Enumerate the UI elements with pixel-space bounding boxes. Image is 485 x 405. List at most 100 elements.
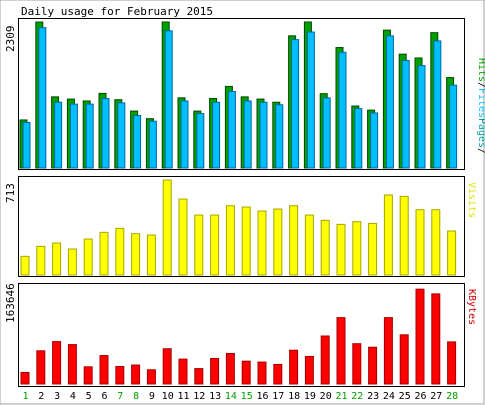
files-bar-day-20 bbox=[322, 97, 331, 169]
kbytes-bar-day-8 bbox=[131, 364, 141, 385]
visits-bar-day-16 bbox=[257, 210, 267, 276]
day-label-5: 5 bbox=[86, 391, 92, 402]
kbytes-bar-day-21 bbox=[336, 317, 346, 385]
files-bar-day-7 bbox=[117, 102, 126, 169]
visits-bar-day-23 bbox=[368, 222, 378, 276]
visits-bar-day-14 bbox=[225, 205, 235, 276]
kbytes-bar-day-27 bbox=[431, 293, 441, 385]
visits-bar-day-20 bbox=[320, 219, 330, 276]
visits-bar-day-19 bbox=[304, 214, 314, 276]
files-bar-day-19 bbox=[306, 31, 315, 169]
files-bar-day-15 bbox=[243, 100, 252, 169]
day-label-8: 8 bbox=[133, 391, 139, 402]
visits-bar-day-8 bbox=[131, 233, 141, 276]
files-bar-day-4 bbox=[69, 103, 78, 169]
visits-bar-day-11 bbox=[178, 198, 188, 276]
day-label-25: 25 bbox=[399, 391, 411, 402]
kbytes-bar-day-10 bbox=[162, 348, 172, 385]
files-bar-day-22 bbox=[354, 108, 363, 169]
visits-bar-day-6 bbox=[99, 231, 109, 276]
visits-bar-day-17 bbox=[273, 208, 283, 276]
kbytes-bar-day-6 bbox=[99, 355, 109, 385]
kbytes-bar-day-19 bbox=[304, 355, 314, 385]
day-label-20: 20 bbox=[320, 391, 332, 402]
day-label-19: 19 bbox=[304, 391, 316, 402]
visits-bar-day-12 bbox=[194, 214, 204, 276]
kbytes-bar-day-15 bbox=[241, 360, 251, 385]
files-bar-day-8 bbox=[133, 115, 142, 169]
day-label-11: 11 bbox=[177, 391, 189, 402]
legend-pages: Pages bbox=[476, 118, 485, 148]
visits-bar-day-5 bbox=[83, 238, 93, 276]
kbytes-bar-day-2 bbox=[36, 350, 46, 385]
day-label-18: 18 bbox=[288, 391, 300, 402]
kbytes-bar-day-23 bbox=[368, 346, 378, 385]
visits-bar-day-3 bbox=[52, 242, 62, 276]
files-bar-day-3 bbox=[54, 101, 63, 169]
files-bar-day-14 bbox=[227, 90, 236, 169]
visits-bar-day-26 bbox=[415, 209, 425, 276]
kbytes-bar-day-7 bbox=[115, 366, 125, 385]
legend-visits: Visits bbox=[466, 182, 477, 218]
day-label-16: 16 bbox=[256, 391, 268, 402]
visits-bar-day-21 bbox=[336, 223, 346, 276]
legend-files: Files bbox=[476, 88, 485, 118]
files-bar-day-9 bbox=[148, 120, 157, 169]
day-label-24: 24 bbox=[383, 391, 395, 402]
visits-bar-day-25 bbox=[399, 195, 409, 276]
kbytes-bar-day-28 bbox=[447, 341, 457, 385]
kbytes-bar-day-3 bbox=[52, 341, 62, 385]
day-label-2: 2 bbox=[38, 391, 44, 402]
visits-bar-day-15 bbox=[241, 206, 251, 276]
legend-slash-1: / bbox=[476, 148, 485, 154]
day-label-15: 15 bbox=[241, 391, 253, 402]
kbytes-bar-day-9 bbox=[146, 369, 156, 385]
files-bar-day-5 bbox=[85, 103, 94, 169]
day-label-12: 12 bbox=[193, 391, 205, 402]
day-label-4: 4 bbox=[70, 391, 76, 402]
files-bar-day-26 bbox=[417, 65, 426, 169]
visits-bar-day-7 bbox=[115, 227, 125, 276]
day-label-3: 3 bbox=[54, 391, 60, 402]
kbytes-bar-day-12 bbox=[194, 368, 204, 385]
kbytes-bar-day-14 bbox=[225, 352, 235, 385]
visits-bar-day-27 bbox=[431, 209, 441, 276]
files-bar-day-25 bbox=[401, 60, 410, 169]
day-label-21: 21 bbox=[335, 391, 347, 402]
hits-files-ymax-label: 2309 bbox=[4, 26, 17, 53]
hits-files-bars bbox=[19, 21, 458, 169]
day-labels: 1 2 3 4 5 6 7 8 9 10 11 12 13 14 15 16 17 18 19 20 21 22 23 24 2… bbox=[22, 391, 458, 402]
legend-slash-2: / bbox=[476, 82, 485, 88]
kbytes-bar-day-24 bbox=[383, 317, 393, 385]
files-bar-day-21 bbox=[338, 51, 347, 169]
kbytes-bar-day-22 bbox=[352, 343, 362, 385]
day-label-27: 27 bbox=[430, 391, 442, 402]
day-label-10: 10 bbox=[162, 391, 174, 402]
kbytes-bar-day-25 bbox=[399, 334, 409, 385]
files-bar-day-1 bbox=[22, 121, 31, 169]
visits-bar-day-2 bbox=[36, 245, 46, 276]
hits-files-legend: Pages / Files / Hits bbox=[476, 58, 485, 154]
kbytes-bar-day-1 bbox=[20, 371, 30, 385]
day-label-13: 13 bbox=[209, 391, 221, 402]
kbytes-bars bbox=[20, 288, 457, 385]
day-label-9: 9 bbox=[149, 391, 155, 402]
files-bar-day-10 bbox=[164, 30, 173, 169]
visits-bar-day-24 bbox=[383, 194, 393, 276]
kbytes-bar-day-17 bbox=[273, 363, 283, 385]
files-bar-day-12 bbox=[196, 113, 205, 169]
kbytes-bar-day-18 bbox=[289, 349, 299, 385]
files-bar-day-6 bbox=[101, 97, 110, 169]
kbytes-bar-day-4 bbox=[67, 344, 77, 385]
files-bar-day-18 bbox=[291, 39, 300, 169]
day-label-28: 28 bbox=[446, 391, 458, 402]
files-bar-day-11 bbox=[180, 100, 189, 169]
chart-title: Daily usage for February 2015 bbox=[21, 5, 213, 18]
day-label-17: 17 bbox=[272, 391, 284, 402]
day-label-1: 1 bbox=[22, 391, 28, 402]
kbytes-bar-day-5 bbox=[83, 366, 93, 385]
visits-bar-day-22 bbox=[352, 221, 362, 276]
visits-bar-day-28 bbox=[447, 230, 457, 276]
legend-hits: Hits bbox=[476, 58, 485, 82]
